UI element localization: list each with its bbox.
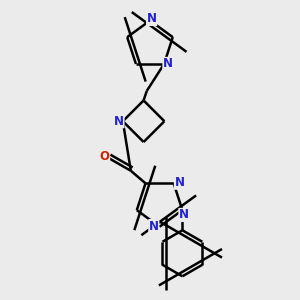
Text: N: N xyxy=(114,115,124,128)
Text: N: N xyxy=(179,208,189,221)
Text: O: O xyxy=(100,150,110,163)
Text: N: N xyxy=(149,220,159,232)
Text: N: N xyxy=(174,176,184,189)
Text: N: N xyxy=(147,13,157,26)
Text: N: N xyxy=(163,57,173,70)
